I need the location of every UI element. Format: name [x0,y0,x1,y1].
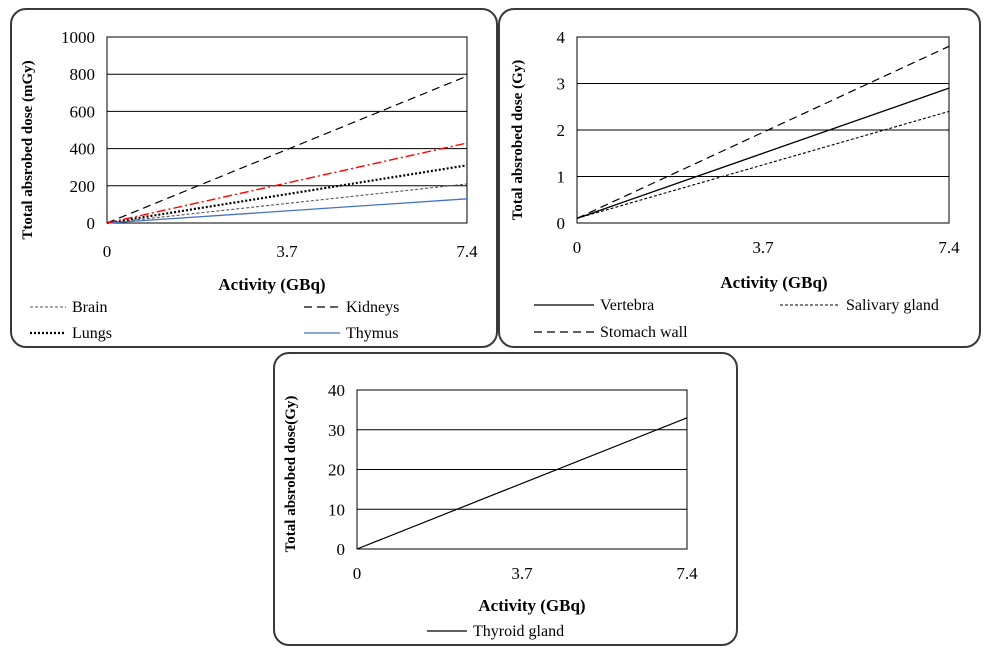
chart-2-plot-border [576,36,950,224]
chart-3-x-tick-label: 0 [353,564,362,583]
chart-3-y-tick-label: 40 [328,381,345,400]
chart-1-series [106,75,468,225]
chart-3-legend: Thyroid gland [427,623,564,640]
chart-2-x-tick-label: 0 [573,238,582,257]
chart-panel-2: 0 1 2 3 4 0 3.7 7.4 Activity (GBq) Total absro… [498,8,981,348]
chart-2-y-tick-label: 1 [557,168,566,187]
chart-1-series-unlabeled [106,142,468,224]
chart-panel-1: 0 200 400 600 800 1000 0 3.7 7.4 Activity (GBq)… [10,8,498,348]
chart-3-x-tick-label: 7.4 [676,564,698,583]
chart-2-x-ticks: 0 3.7 7.4 [573,238,960,257]
chart-1-grid [107,36,467,224]
chart-panel-3: 0 10 20 30 40 0 3.7 7.4 Activity (GBq) Total a… [273,352,738,646]
chart-1-plot-frame [106,36,468,224]
chart-2-series-stomach-wall [576,45,950,219]
chart-2-series-vertebra [576,87,950,219]
chart-2-series-salivary-gland [576,110,950,219]
chart-2-y-ticks: 0 1 2 3 4 [557,28,566,233]
chart-2-y-tick-label: 3 [557,75,566,94]
chart-3-y-ticks: 0 10 20 30 40 [328,381,345,559]
chart-3-y-tick-label: 30 [328,421,345,440]
chart-3-y-tick-label: 10 [328,500,345,519]
chart-1-y-tick-label: 400 [70,140,96,159]
chart-2-x-tick-label: 7.4 [938,238,960,257]
chart-2-grid [577,36,949,224]
chart-3-plot-frame [356,389,688,550]
chart-3-x-ticks: 0 3.7 7.4 [353,564,698,583]
chart-2-y-tick-label: 2 [557,121,566,140]
chart-3-plot-border [356,389,688,550]
chart-3-y-tick-label: 20 [328,461,345,480]
chart-1-legend: Brain Kidneys Lungs Thymus [30,299,399,342]
chart-1-x-tick-label: 3.7 [276,242,298,261]
chart-3-y-axis-label: Total absrobed dose(Gy) [283,396,299,553]
chart-2-x-tick-label: 3.7 [752,238,774,257]
chart-3-x-tick-label: 3.7 [511,564,533,583]
chart-2-series [576,45,950,219]
chart-1-x-tick-label: 0 [103,242,112,261]
chart-3-y-tick-label: 0 [337,540,346,559]
chart-1-x-axis-label: Activity (GBq) [218,275,325,294]
chart-1-plot-border [106,36,468,224]
chart-3: 0 10 20 30 40 0 3.7 7.4 Activity (GBq) Total a… [283,381,698,640]
chart-3-x-axis-label: Activity (GBq) [478,596,585,615]
chart-1-y-tick-label: 1000 [61,28,95,47]
chart-2-x-axis-label: Activity (GBq) [720,273,827,292]
chart-1-series-kidneys [106,75,468,224]
chart-1-y-ticks: 0 200 400 600 800 1000 [61,28,95,233]
chart-1-y-tick-label: 800 [70,65,96,84]
chart-3-series [356,417,688,550]
chart-1-series-lungs [106,164,468,225]
chart-2: 0 1 2 3 4 0 3.7 7.4 Activity (GBq) Total absro… [510,28,960,341]
chart-1-y-tick-label: 200 [70,177,96,196]
chart-1-legend-label-brain: Brain [72,299,108,316]
chart-1-y-tick-label: 600 [70,102,96,121]
chart-1: 0 200 400 600 800 1000 0 3.7 7.4 Activity (GBq)… [20,28,478,342]
chart-1-y-tick-label: 0 [87,214,96,233]
chart-2-y-tick-label: 4 [557,28,566,47]
chart-2-legend-label-salivary-gland: Salivary gland [846,297,939,314]
chart-1-series-thymus [106,198,468,224]
chart-1-y-axis-label: Ttotal absrobed dose (mGy) [20,60,36,239]
chart-1-x-tick-label: 7.4 [456,242,478,261]
chart-2-legend-label-vertebra: Vertebra [600,297,654,314]
chart-1-x-ticks: 0 3.7 7.4 [103,242,478,261]
chart-2-plot-frame [576,36,950,224]
chart-2-legend: Vertebra Salivary gland Stomach wall [534,297,939,341]
chart-1-legend-label-lungs: Lungs [72,325,112,342]
chart-1-legend-label-kidneys: Kidneys [346,299,399,316]
chart-1-series-brain [106,183,468,224]
chart-3-grid [357,389,687,550]
chart-2-y-axis-label: Total absrobed dose (Gy) [510,60,526,220]
chart-3-legend-label-thyroid-gland: Thyroid gland [473,623,564,640]
chart-2-y-tick-label: 0 [557,214,566,233]
chart-2-legend-label-stomach-wall: Stomach wall [600,324,688,341]
chart-1-legend-label-thymus: Thymus [346,325,398,342]
chart-3-series-thyroid-gland [356,417,688,550]
